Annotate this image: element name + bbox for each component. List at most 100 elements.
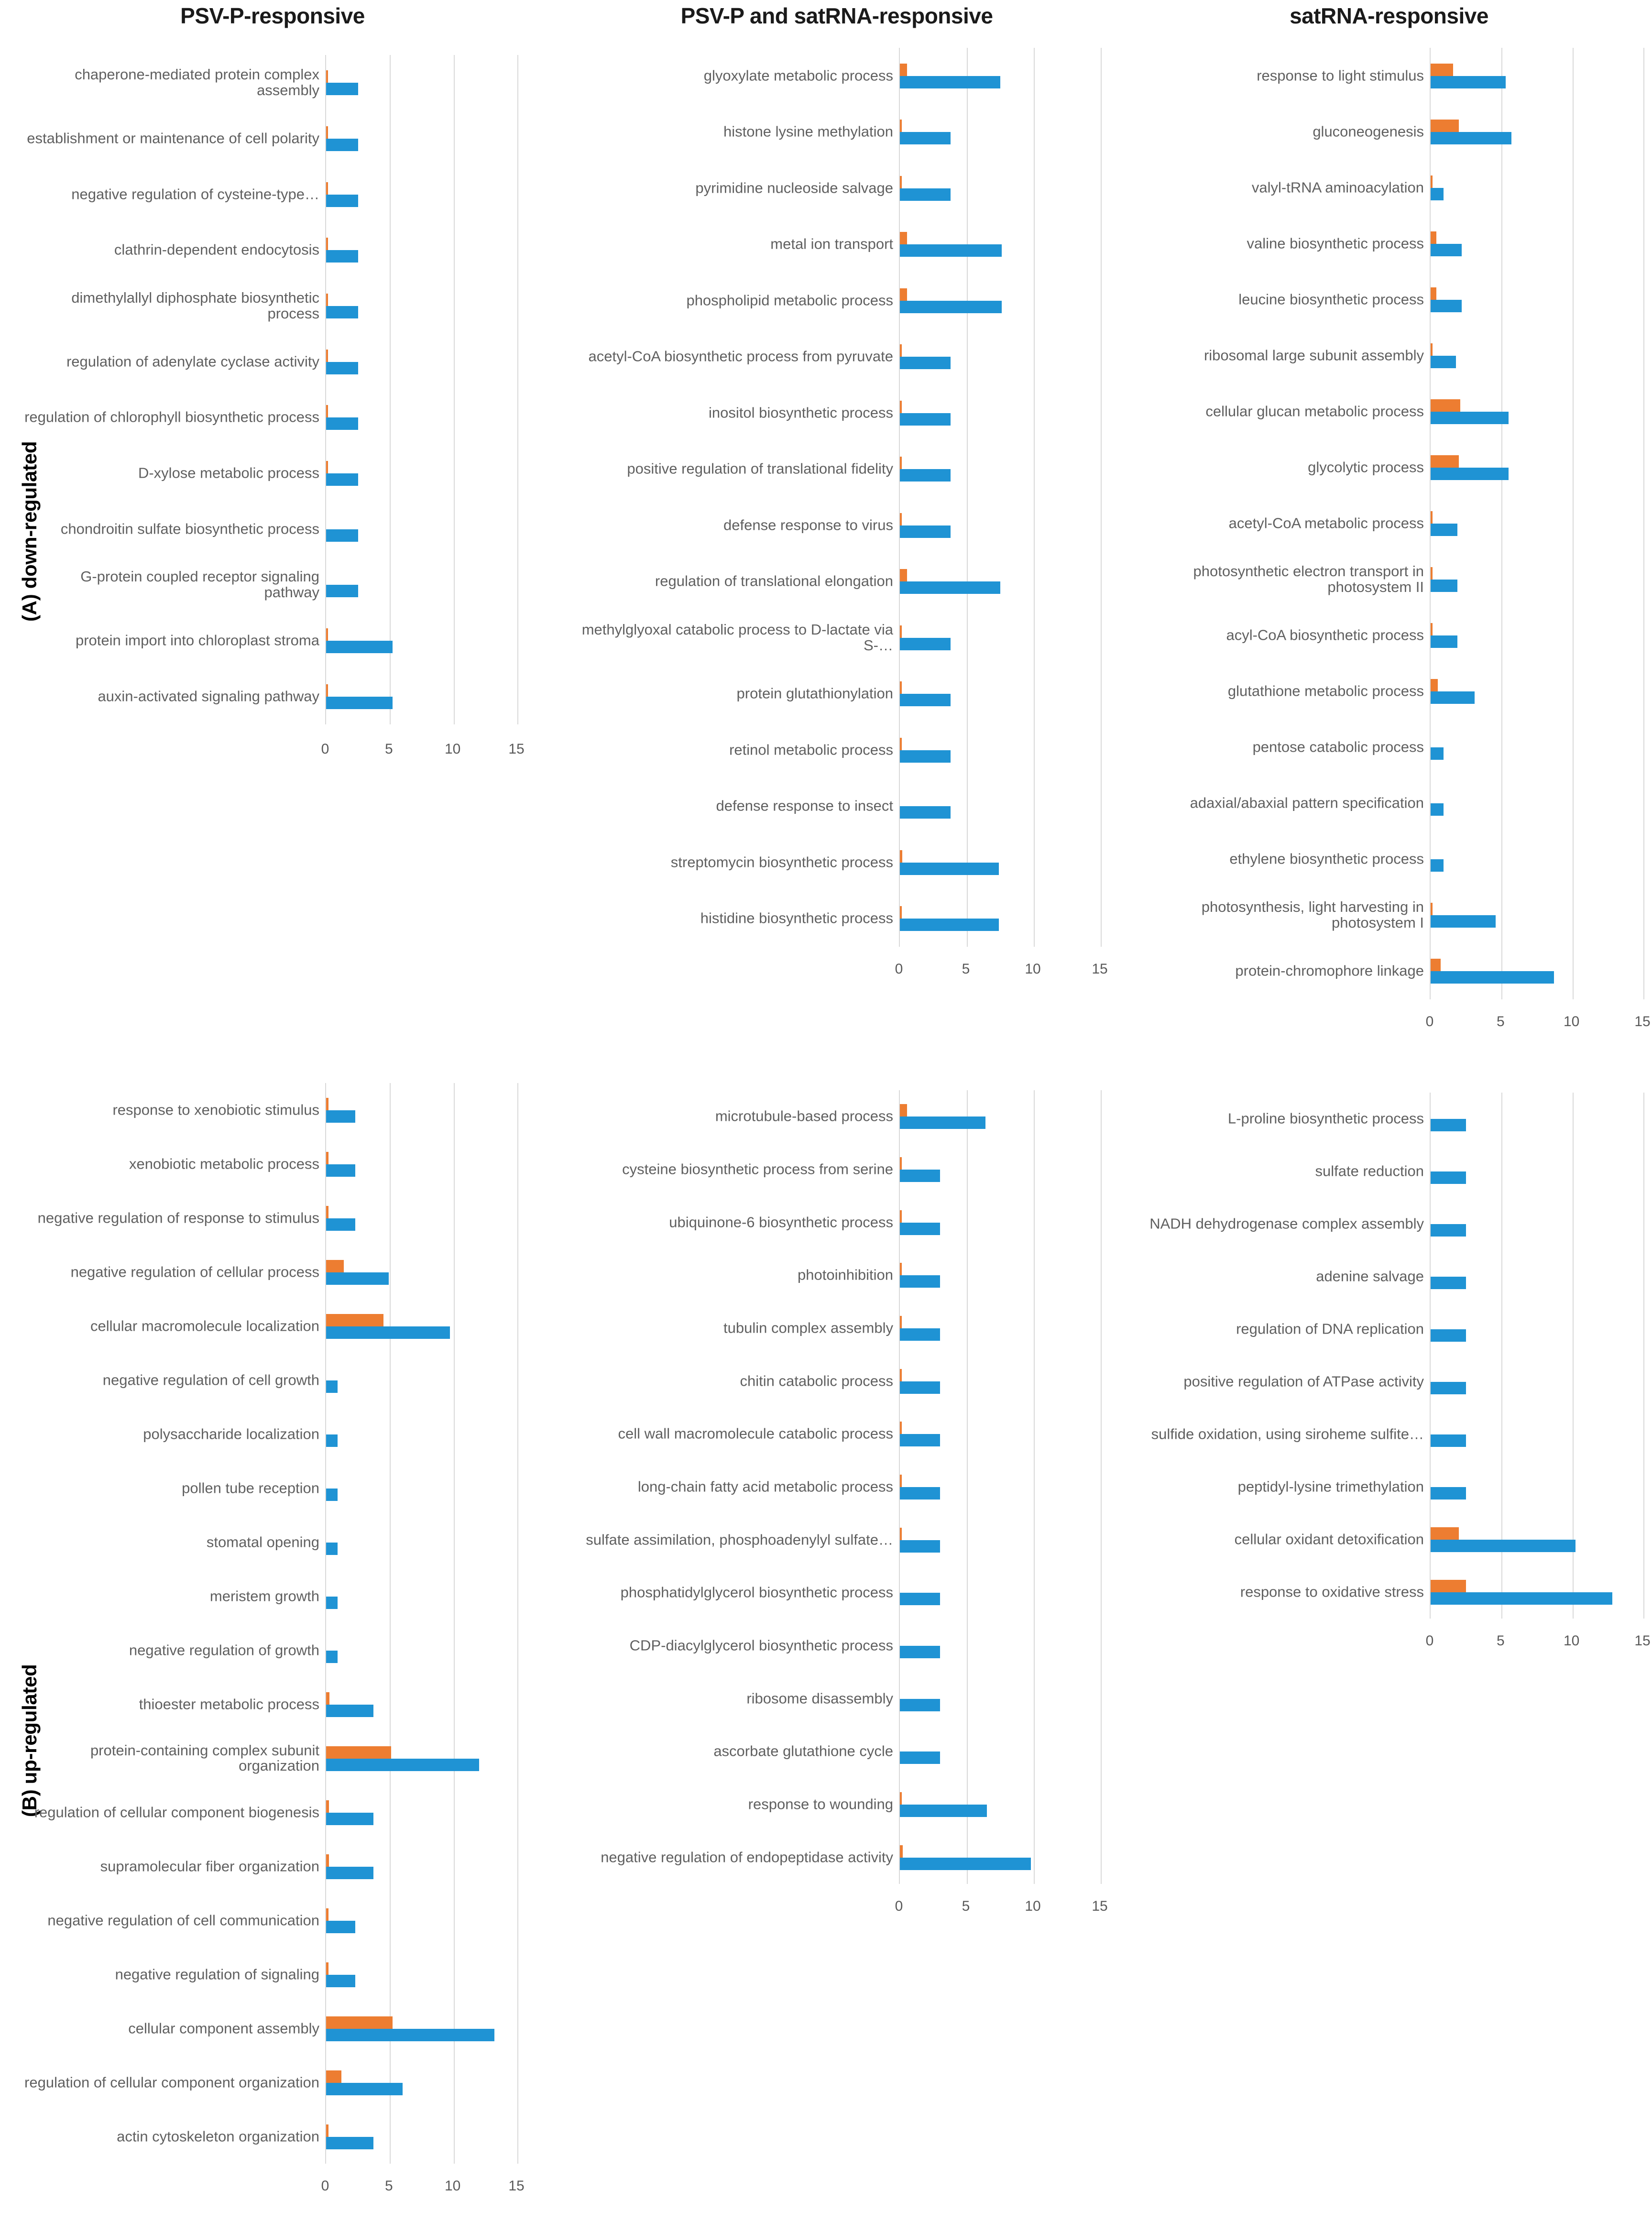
gridline-10 [1034, 48, 1035, 947]
bar-orange [900, 232, 908, 245]
bar-orange [900, 1157, 902, 1170]
category-label: photosynthetic electron transport in pho… [1193, 563, 1424, 596]
category-label: phosphatidylglycerol biosynthetic proces… [620, 1584, 893, 1601]
category-label: defense response to virus [723, 516, 893, 534]
x-axis-tick: 0 [1425, 1014, 1434, 1029]
bar-orange [900, 1316, 902, 1328]
bar-blue [326, 361, 358, 374]
bar-blue [1431, 915, 1496, 928]
bar-blue [1431, 635, 1458, 648]
bar-orange [326, 294, 328, 306]
gridline-10 [453, 55, 455, 724]
chart-B3-axis: 0 5 10 15 [1426, 1628, 1651, 1657]
category-label: supramolecular fiber organization [100, 1858, 319, 1875]
category-label: ubiquinone-6 biosynthetic process [669, 1214, 893, 1231]
bar-blue [900, 188, 951, 201]
category-label: regulation of DNA replication [1236, 1320, 1424, 1337]
bar-orange [1431, 231, 1436, 244]
category-label: adaxial/abaxial pattern specification [1190, 794, 1424, 811]
category-label: response to oxidative stress [1240, 1583, 1424, 1600]
bar-orange [900, 344, 902, 357]
chart-A1-labels: chaperone-mediated protein complex assem… [19, 55, 325, 724]
bar-blue [326, 2082, 403, 2095]
category-label: negative regulation of cysteine-type… [71, 186, 319, 203]
x-axis-tick: 10 [444, 741, 461, 757]
x-axis-tick: 10 [1025, 1898, 1041, 1914]
bar-orange [326, 1854, 329, 1867]
category-label: negative regulation of cell growth [102, 1371, 319, 1389]
gridline-5 [967, 48, 968, 947]
category-label: acetyl-CoA biosynthetic process from pyr… [588, 348, 894, 365]
bar-blue [1431, 467, 1509, 480]
bar-blue [900, 300, 1002, 313]
bar-blue [326, 306, 358, 318]
category-label: regulation of adenylate cyclase activity [66, 353, 319, 370]
bar-orange [900, 175, 902, 188]
bar-blue [900, 1487, 940, 1500]
bar-blue [1431, 747, 1444, 760]
category-label: response to xenobiotic stimulus [112, 1101, 319, 1118]
bar-blue [1431, 580, 1458, 592]
panel-a-down-regulated: (A) down-regulated PSV-P-responsive chap… [0, 0, 1652, 1042]
category-label: cellular glucan metabolic process [1205, 403, 1424, 420]
chart-A3-plot [1430, 48, 1644, 999]
category-label: regulation of translational elongation [655, 572, 893, 590]
bar-blue [326, 250, 358, 263]
bar-blue [900, 1857, 1031, 1870]
bar-orange [1431, 399, 1461, 412]
gridline-5 [1501, 48, 1503, 999]
category-label: positive regulation of ATPase activity [1183, 1373, 1424, 1390]
category-label: protein-chromophore linkage [1235, 963, 1424, 980]
category-label: stomatal opening [206, 1533, 319, 1551]
x-axis-tick: 0 [321, 2178, 329, 2194]
bar-orange [326, 238, 328, 251]
x-axis-tick: 0 [895, 961, 903, 977]
bar-blue [1431, 355, 1456, 368]
bar-orange [1431, 455, 1459, 468]
x-axis-tick: 10 [1563, 1633, 1580, 1649]
bar-orange [326, 1908, 328, 1921]
category-label: ascorbate glutathione cycle [713, 1742, 893, 1760]
category-label: cellular component assembly [128, 2020, 319, 2037]
bar-blue [1431, 76, 1506, 88]
bar-orange [1431, 623, 1433, 636]
x-axis-tick: 5 [1496, 1014, 1505, 1029]
bar-blue [1431, 187, 1444, 200]
category-label: negative regulation of endopeptidase act… [601, 1849, 893, 1866]
category-label: ethylene biosynthetic process [1229, 850, 1424, 867]
bar-orange [900, 1475, 902, 1487]
bar-orange [326, 1151, 328, 1164]
x-axis-tick: 15 [1634, 1633, 1651, 1649]
x-axis-tick: 15 [508, 2178, 525, 2194]
x-axis-tick: 10 [444, 2178, 461, 2194]
bar-blue [326, 2028, 494, 2041]
bar-orange [326, 461, 328, 473]
bar-orange [326, 1746, 391, 1759]
bar-orange [326, 182, 328, 195]
bar-orange [900, 513, 902, 525]
bar-blue [1431, 859, 1444, 872]
bar-blue [326, 696, 393, 709]
bar-orange [900, 457, 902, 470]
bar-blue [900, 1805, 987, 1817]
category-label: CDP-diacylglycerol biosynthetic process [629, 1637, 893, 1654]
bar-orange [1431, 511, 1433, 524]
bar-blue [326, 585, 358, 598]
chart-A1-axis: 0 5 10 15 [321, 736, 525, 765]
gridline-10 [1572, 48, 1574, 999]
bar-orange [900, 906, 902, 919]
chart-B2-labels: microtubule-based process cysteine biosyn… [564, 1090, 899, 1884]
category-label: pollen tube reception [182, 1479, 319, 1497]
bar-blue [1431, 299, 1462, 312]
bar-orange [326, 684, 328, 697]
bar-orange [326, 126, 328, 139]
bar-orange [1431, 959, 1441, 972]
category-label: defense response to insect [716, 797, 893, 814]
bar-orange [1431, 343, 1433, 356]
category-label: positive regulation of translational fid… [627, 460, 893, 477]
bar-blue [326, 417, 358, 430]
bar-blue [326, 1164, 356, 1177]
category-label: NADH dehydrogenase complex assembly [1149, 1215, 1424, 1232]
category-label: cell wall macromolecule catabolic proces… [618, 1425, 893, 1442]
category-label: long-chain fatty acid metabolic process [637, 1478, 893, 1495]
